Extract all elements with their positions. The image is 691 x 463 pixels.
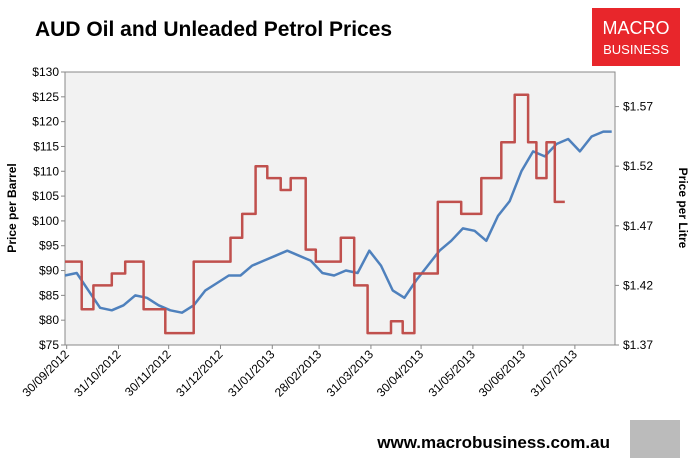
y-tick-label: $95 — [39, 239, 59, 253]
footer: www.macrobusiness.com.au — [376, 433, 610, 452]
logo-text: BUSINESS — [603, 42, 669, 57]
x-tick-label: 30/11/2012 — [122, 347, 174, 399]
y-tick-label: $105 — [32, 189, 59, 203]
y2-tick-label: $1.47 — [623, 219, 653, 233]
x-tick-label: 31/12/2012 — [173, 347, 226, 400]
logo-text: MACRO — [603, 18, 670, 38]
line — [64, 130, 612, 314]
x-tick-label: 31/10/2012 — [71, 347, 124, 400]
plot-area — [64, 71, 616, 346]
y-tick-label: $125 — [32, 90, 59, 104]
x-tick-label: 28/02/2013 — [272, 347, 325, 400]
y-tick-label: $80 — [39, 313, 59, 327]
logo-box — [592, 8, 680, 66]
y2-tick-label: $1.57 — [623, 100, 653, 114]
y2-tick-label: $1.37 — [623, 338, 653, 352]
y-tick-label: $130 — [32, 65, 59, 79]
y-tick-label: $100 — [32, 214, 59, 228]
line — [65, 93, 565, 335]
chart-title: AUD Oil and Unleaded Petrol Prices — [35, 18, 392, 41]
y2-tick-label: $1.52 — [623, 159, 653, 173]
y-tick-label: $75 — [39, 338, 59, 352]
y-tick-label: $85 — [39, 288, 59, 302]
x-tick-label: 30/09/2012 — [19, 347, 72, 400]
y-tick-label: $90 — [39, 264, 59, 278]
y-tick-label: $110 — [33, 164, 59, 178]
y-tick-label: $120 — [32, 115, 59, 129]
x-tick-label: 31/03/2013 — [324, 347, 377, 400]
x-tick-label: 31/07/2013 — [528, 347, 581, 400]
y-tick-label: $115 — [33, 139, 59, 153]
y-axis-label: Price per Barrel — [5, 163, 19, 252]
y2-tick-label: $1.42 — [623, 278, 653, 292]
y2-axis-label: Price per Litre — [676, 168, 690, 249]
x-tick-label: 30/06/2013 — [476, 347, 529, 400]
x-tick-label: 31/05/2013 — [426, 347, 479, 400]
wolf-icon — [630, 420, 680, 458]
x-tick-label: 31/01/2013 — [225, 347, 278, 400]
x-tick-label: 30/04/2013 — [374, 347, 427, 400]
